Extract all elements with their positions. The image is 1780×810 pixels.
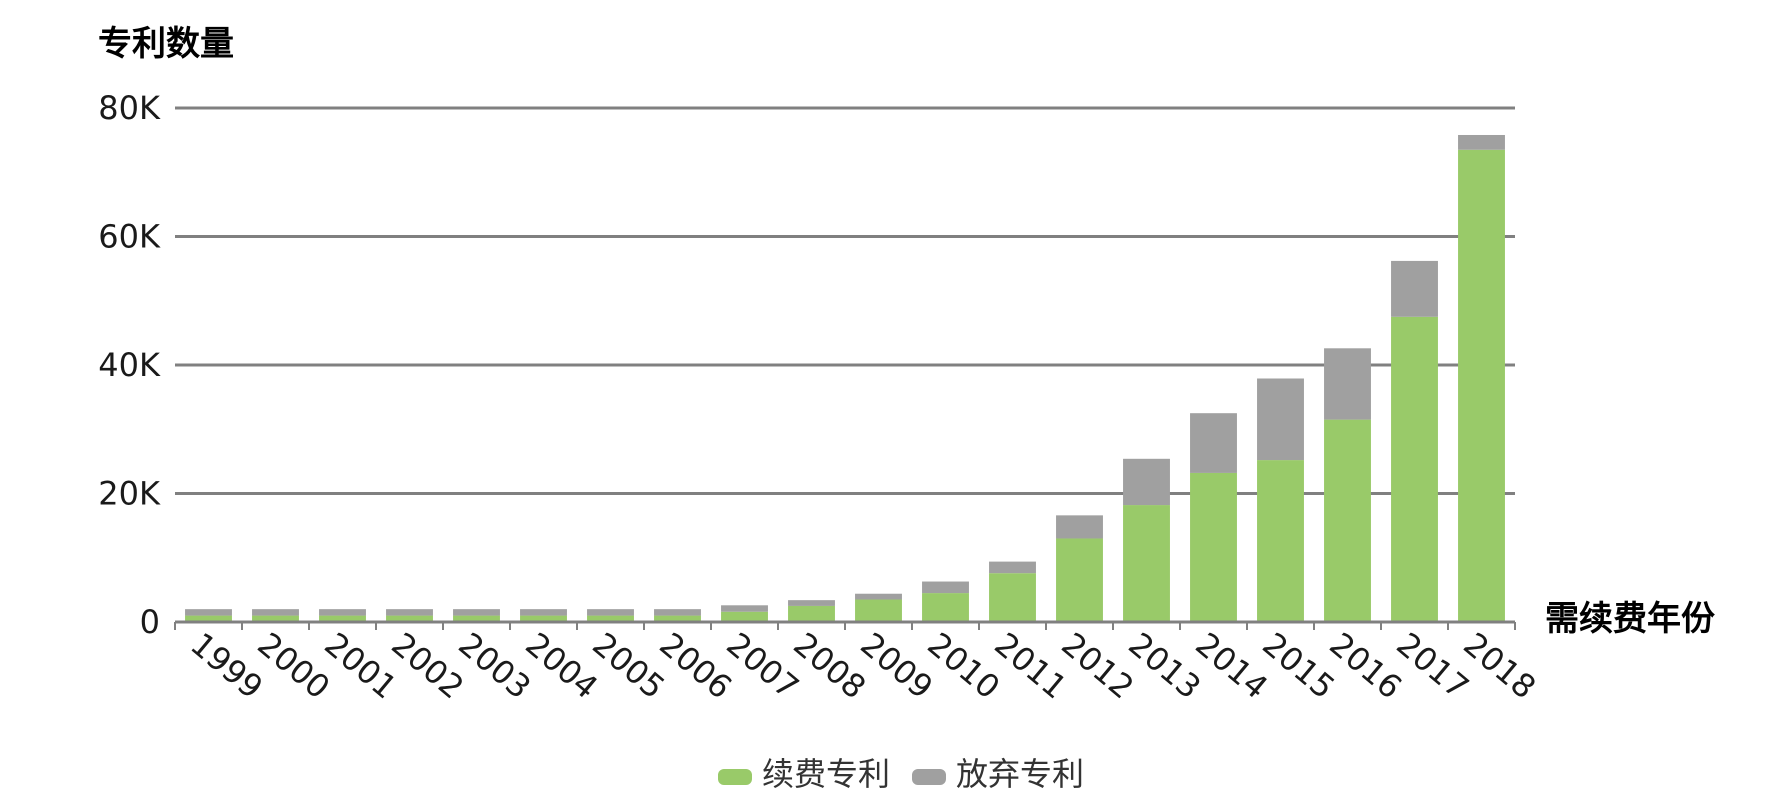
x-tick-label: 2006 [652, 625, 739, 706]
x-tick-label: 2016 [1322, 625, 1409, 706]
bar-segment-renewed [1391, 317, 1438, 622]
bar-segment-abandoned [788, 600, 835, 606]
bar-segment-abandoned [1458, 135, 1505, 150]
bar-segment-renewed [989, 573, 1036, 622]
bar-segment-renewed [1324, 420, 1371, 622]
x-tick-label: 2003 [451, 625, 538, 706]
bar-segment-abandoned [1324, 348, 1371, 419]
x-tick-label: 2000 [250, 625, 337, 706]
bar-segment-abandoned [1257, 378, 1304, 460]
bar-segment-abandoned [989, 562, 1036, 574]
bar-segment-renewed [922, 593, 969, 622]
bar-segment-abandoned [520, 609, 567, 615]
x-tick-label: 2017 [1389, 625, 1476, 706]
legend-label: 放弃专利 [956, 755, 1084, 793]
bar-segment-abandoned [252, 609, 299, 615]
bars [185, 135, 1505, 622]
bar-segment-abandoned [1123, 459, 1170, 505]
legend-label: 续费专利 [762, 755, 890, 793]
legend-swatch-abandoned [912, 769, 946, 785]
bar-segment-renewed [1257, 460, 1304, 622]
bar-segment-renewed [1123, 505, 1170, 622]
x-tick-label: 2009 [853, 625, 940, 706]
bar-segment-abandoned [1056, 515, 1103, 538]
x-tick-label: 2004 [518, 625, 605, 706]
x-tick-label: 2015 [1255, 625, 1342, 706]
bar-segment-abandoned [587, 609, 634, 615]
bar-segment-renewed [855, 600, 902, 622]
y-tick-label: 0 [140, 603, 160, 641]
x-tick-label: 2010 [920, 625, 1007, 706]
x-tick-label: 2001 [317, 625, 404, 706]
x-axis-ticks: 1999200020012002200320042005200620072008… [183, 625, 1543, 706]
bar-segment-renewed [1458, 150, 1505, 622]
x-tick-label: 2005 [585, 625, 672, 706]
x-tick-label: 2014 [1188, 625, 1275, 706]
bar-segment-renewed [1056, 538, 1103, 622]
bar-segment-abandoned [453, 609, 500, 615]
y-axis-title: 专利数量 [98, 24, 234, 64]
x-tick-label: 2013 [1121, 625, 1208, 706]
x-axis [175, 622, 1515, 630]
bar-segment-renewed [788, 606, 835, 622]
bar-segment-abandoned [185, 609, 232, 615]
x-tick-label: 2007 [719, 625, 806, 706]
x-tick-label: 2011 [987, 625, 1074, 706]
bar-segment-renewed [721, 612, 768, 622]
x-tick-label: 1999 [183, 625, 270, 706]
bar-segment-abandoned [721, 605, 768, 611]
legend: 续费专利 放弃专利 [718, 755, 1084, 793]
bar-segment-abandoned [1190, 413, 1237, 473]
bar-segment-abandoned [386, 609, 433, 615]
x-axis-title: 需续费年份 [1545, 599, 1715, 639]
y-axis-ticks: 0 20K 40K 60K 80K [98, 89, 161, 641]
y-tick-label: 20K [98, 475, 161, 513]
x-tick-label: 2012 [1054, 625, 1141, 706]
y-tick-label: 80K [98, 89, 161, 127]
bar-segment-abandoned [319, 609, 366, 615]
y-tick-label: 40K [98, 346, 161, 384]
bar-segment-abandoned [855, 594, 902, 600]
bar-segment-abandoned [654, 609, 701, 615]
bar-segment-renewed [1190, 473, 1237, 622]
gridlines [175, 108, 1515, 494]
x-tick-label: 2008 [786, 625, 873, 706]
y-tick-label: 60K [98, 218, 161, 256]
bar-segment-abandoned [922, 582, 969, 594]
legend-swatch-renewed [718, 769, 752, 785]
bar-segment-abandoned [1391, 261, 1438, 317]
x-tick-label: 2018 [1456, 625, 1543, 706]
x-tick-label: 2002 [384, 625, 471, 706]
